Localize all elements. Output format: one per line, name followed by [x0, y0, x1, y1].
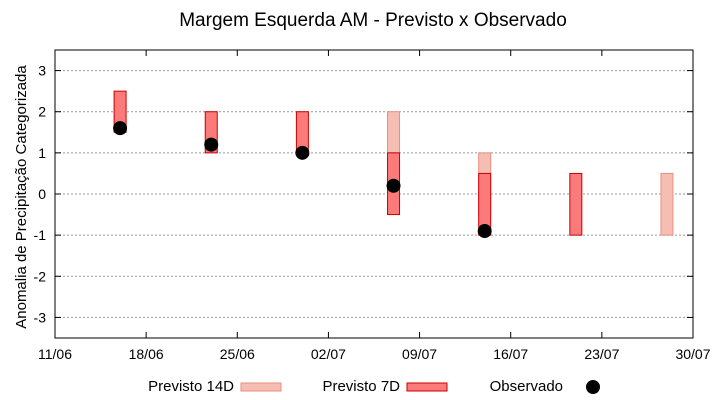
x-tick-label: 23/07 [584, 346, 619, 362]
observed-point [477, 224, 492, 239]
y-tick-label: 1 [38, 145, 46, 161]
observed-point [204, 137, 219, 152]
y-axis-label: Anomalia de Precipitação Categorizada [13, 65, 30, 329]
legend: Previsto 14D Previsto 7D Observado [148, 378, 600, 395]
grid-lines [55, 70, 693, 318]
legend-label: Previsto 7D [322, 378, 400, 395]
legend-swatch [586, 380, 600, 394]
range-bar [387, 111, 401, 154]
x-tick-label: 18/06 [129, 346, 164, 362]
y-tick-label: -3 [34, 309, 47, 325]
legend-label: Previsto 14D [148, 378, 234, 395]
observed-points [113, 121, 492, 239]
x-axis-ticks: 11/06 18/06 25/06 02/07 09/07 16/07 23/07 30/07 [38, 50, 711, 362]
y-tick-label: -1 [34, 227, 47, 243]
y-tick-label: 0 [38, 186, 46, 202]
y-axis-ticks: -3 -2 -1 0 1 2 3 [34, 63, 693, 325]
legend-swatch [406, 382, 448, 392]
observed-point [295, 145, 310, 160]
observed-point [386, 178, 401, 193]
range-bar [569, 172, 583, 236]
plot-border [54, 49, 694, 339]
chart-title: Margem Esquerda AM - Previsto x Observad… [179, 10, 567, 31]
x-tick-label: 16/07 [493, 346, 528, 362]
x-tick-label: 30/07 [675, 346, 710, 362]
range-bars [113, 90, 674, 236]
x-tick-label: 11/06 [38, 346, 72, 362]
legend-label: Observado [490, 378, 563, 395]
range-bar [660, 172, 674, 236]
observed-point [113, 121, 128, 136]
y-tick-label: 2 [38, 104, 46, 120]
x-tick-label: 25/06 [220, 346, 255, 362]
x-tick-label: 09/07 [402, 346, 437, 362]
y-tick-label: -2 [34, 268, 47, 284]
x-tick-label: 02/07 [311, 346, 346, 362]
y-tick-label: 3 [38, 63, 46, 79]
legend-swatch [240, 382, 282, 392]
